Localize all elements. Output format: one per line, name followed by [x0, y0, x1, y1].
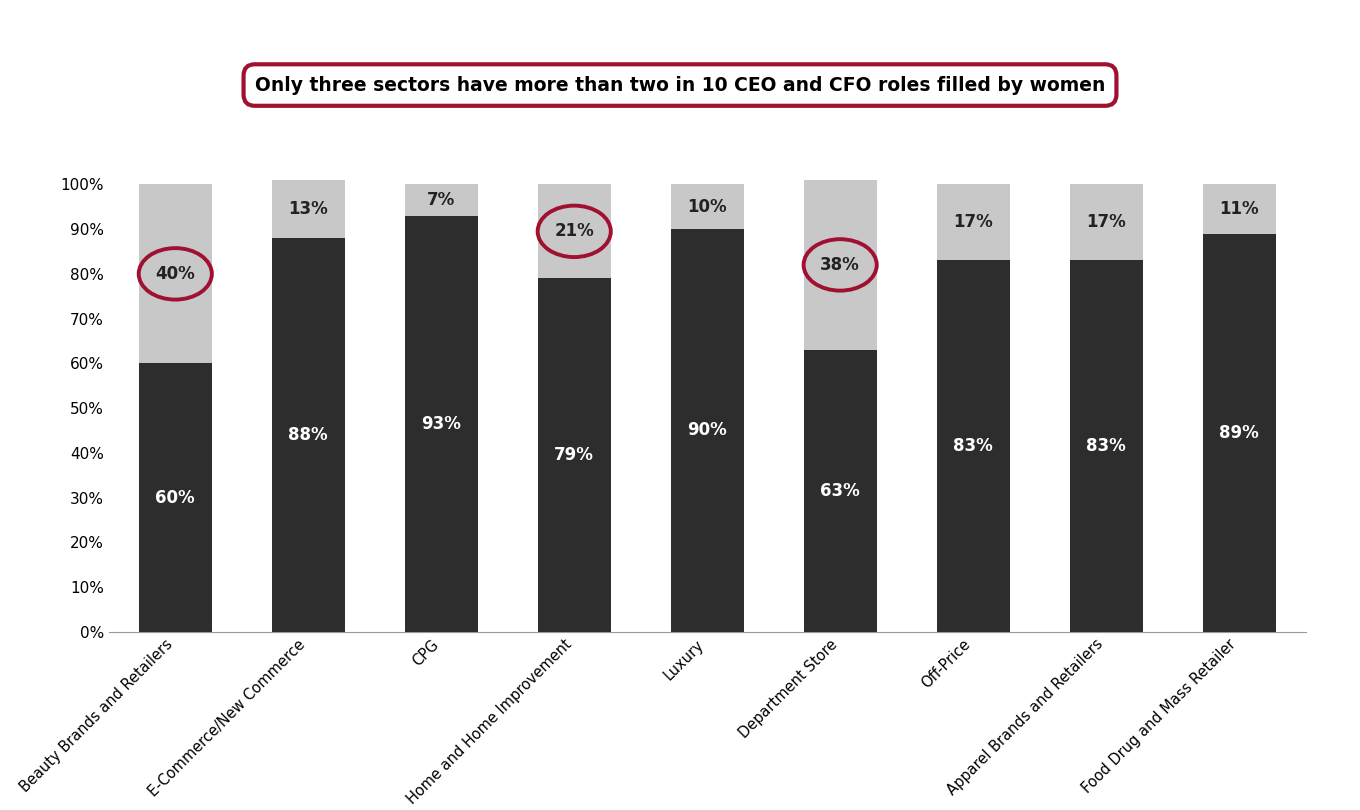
Text: 10%: 10% — [687, 198, 728, 215]
Text: 21%: 21% — [555, 223, 594, 241]
Text: Only three sectors have more than two in 10 CEO and CFO roles filled by women: Only three sectors have more than two in… — [254, 75, 1106, 95]
Bar — [272, 238, 345, 632]
Bar — [1202, 185, 1276, 233]
Bar — [139, 364, 212, 632]
Bar — [804, 350, 877, 632]
Text: 60%: 60% — [155, 488, 194, 506]
Bar — [1069, 261, 1142, 632]
Text: 88%: 88% — [288, 426, 328, 444]
Text: 40%: 40% — [155, 265, 196, 283]
Text: 90%: 90% — [687, 421, 728, 440]
Text: 7%: 7% — [427, 191, 456, 209]
Text: 83%: 83% — [1087, 437, 1126, 455]
Bar — [804, 180, 877, 350]
Bar — [537, 185, 611, 279]
Text: 93%: 93% — [422, 415, 461, 433]
Bar — [1069, 185, 1142, 261]
Bar — [405, 215, 477, 632]
Bar — [937, 185, 1009, 261]
Bar — [937, 261, 1009, 632]
Text: 13%: 13% — [288, 200, 328, 218]
Text: 17%: 17% — [953, 213, 993, 232]
Bar — [1202, 233, 1276, 632]
Bar — [405, 185, 477, 215]
Bar — [272, 180, 345, 238]
Text: 79%: 79% — [555, 446, 594, 464]
Text: 89%: 89% — [1219, 424, 1259, 441]
Bar — [139, 185, 212, 364]
Bar — [670, 229, 744, 632]
Text: 63%: 63% — [820, 482, 860, 500]
Bar — [670, 185, 744, 229]
Bar — [537, 279, 611, 632]
Text: 38%: 38% — [820, 256, 860, 274]
Text: 83%: 83% — [953, 437, 993, 455]
Text: 11%: 11% — [1220, 200, 1259, 218]
Text: 17%: 17% — [1087, 213, 1126, 232]
